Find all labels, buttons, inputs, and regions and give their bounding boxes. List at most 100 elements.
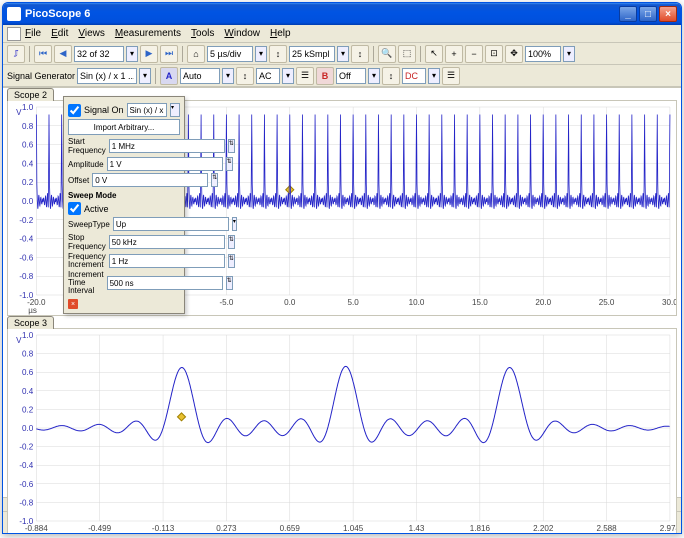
ch-a-spin[interactable]: ↕: [236, 67, 254, 85]
zoom-input[interactable]: [525, 46, 561, 62]
menu-views[interactable]: Views: [78, 28, 105, 39]
buffer-first-button[interactable]: ⏮: [34, 45, 52, 63]
svg-text:0.8: 0.8: [22, 122, 34, 131]
titlebar[interactable]: PicoScope 6 _ □ ×: [3, 3, 681, 25]
scope-mode-icon[interactable]: ⎎: [7, 45, 25, 63]
samples-dropdown[interactable]: ▾: [337, 46, 349, 62]
app-icon: [7, 7, 21, 21]
chart-scope-2[interactable]: 1.00.80.60.40.20.0-0.2-0.4-0.6-0.8-1.0-0…: [7, 328, 677, 534]
svg-text:-0.113: -0.113: [152, 524, 175, 533]
zoom-tool-icon[interactable]: ⬚: [398, 45, 416, 63]
ch-a-coupling[interactable]: [256, 68, 280, 84]
ch-a-coupling-dd[interactable]: ▾: [282, 68, 294, 84]
start-freq-spin[interactable]: ⇅: [228, 139, 235, 153]
timebase-dropdown[interactable]: ▾: [255, 46, 267, 62]
inc-time-input[interactable]: [107, 276, 223, 290]
menu-file[interactable]: File: [25, 28, 41, 39]
svg-text:0.0: 0.0: [22, 424, 34, 433]
panel-close-button[interactable]: ×: [68, 299, 78, 309]
siggen-input[interactable]: [77, 68, 137, 84]
zoom-dropdown[interactable]: ▾: [563, 46, 575, 62]
freq-inc-input[interactable]: [109, 254, 225, 268]
menu-window[interactable]: Window: [224, 28, 260, 39]
amplitude-spin[interactable]: ⇅: [226, 157, 233, 171]
samples-input[interactable]: [289, 46, 335, 62]
app-menu-icon[interactable]: [7, 27, 21, 41]
inc-time-spin[interactable]: ⇅: [226, 276, 233, 290]
sweep-type-input[interactable]: [113, 217, 229, 231]
channel-a-button[interactable]: A: [160, 67, 178, 85]
pointer-icon[interactable]: ↖: [425, 45, 443, 63]
menu-help[interactable]: Help: [270, 28, 291, 39]
buffer-next-button[interactable]: ▶: [140, 45, 158, 63]
home-icon[interactable]: ⌂: [187, 45, 205, 63]
svg-text:1.0: 1.0: [22, 331, 34, 340]
menu-tools[interactable]: Tools: [191, 28, 214, 39]
ch-b-range-input[interactable]: [336, 68, 366, 84]
stop-freq-spin[interactable]: ⇅: [228, 235, 235, 249]
scope-tab-1[interactable]: Scope 2: [7, 88, 54, 101]
stop-freq-input[interactable]: [109, 235, 225, 249]
minimize-button[interactable]: _: [619, 6, 637, 22]
ch-b-opts[interactable]: ☰: [442, 67, 460, 85]
zoom-box-icon[interactable]: 🔍: [378, 45, 396, 63]
ch-b-spin[interactable]: ↕: [382, 67, 400, 85]
close-button[interactable]: ×: [659, 6, 677, 22]
ch-a-opts[interactable]: ☰: [296, 67, 314, 85]
ch-b-range-dd[interactable]: ▾: [368, 68, 380, 84]
sweep-active-checkbox[interactable]: [68, 202, 81, 215]
channel-b-button[interactable]: B: [316, 67, 334, 85]
ch-b-coupling-dd[interactable]: ▾: [428, 68, 440, 84]
scope-tab-2[interactable]: Scope 3: [7, 316, 54, 329]
svg-text:-0.499: -0.499: [88, 524, 111, 533]
chart2-svg: 1.00.80.60.40.20.0-0.2-0.4-0.6-0.8-1.0-0…: [8, 329, 676, 534]
siggen-dropdown[interactable]: ▾: [139, 68, 151, 84]
svg-text:V: V: [16, 108, 22, 117]
offset-spin[interactable]: ⇅: [211, 173, 218, 187]
freq-inc-spin[interactable]: ⇅: [228, 254, 235, 268]
svg-text:0.0: 0.0: [284, 298, 296, 307]
menu-measurements[interactable]: Measurements: [115, 28, 181, 39]
svg-text:1.045: 1.045: [343, 524, 364, 533]
sweep-active-label: Active: [84, 204, 109, 214]
import-arbitrary-button[interactable]: Import Arbitrary...: [68, 119, 180, 135]
start-freq-input[interactable]: [109, 139, 225, 153]
timebase-spin[interactable]: ↕: [269, 45, 287, 63]
svg-text:0.2: 0.2: [22, 178, 34, 187]
inc-time-label: Increment Time Interval: [68, 271, 104, 295]
svg-text:-0.2: -0.2: [19, 216, 33, 225]
samples-spin[interactable]: ↕: [351, 45, 369, 63]
content-area: Scope 2 1.00.80.60.40.20.0-0.2-0.4-0.6-0…: [3, 87, 681, 511]
stop-freq-label: Stop Frequency: [68, 233, 106, 251]
ch-b-coupling[interactable]: [402, 68, 426, 84]
wave-type-input[interactable]: [127, 103, 167, 117]
svg-text:0.4: 0.4: [22, 159, 34, 168]
pan-icon[interactable]: ✥: [505, 45, 523, 63]
zoom-in-icon[interactable]: +: [445, 45, 463, 63]
wave-type-dd[interactable]: ▾: [170, 103, 180, 117]
offset-input[interactable]: [92, 173, 208, 187]
ch-a-range-dd[interactable]: ▾: [222, 68, 234, 84]
amplitude-input[interactable]: [107, 157, 223, 171]
window-title: PicoScope 6: [25, 8, 90, 20]
signal-on-checkbox[interactable]: [68, 104, 81, 117]
menu-edit[interactable]: Edit: [51, 28, 68, 39]
start-freq-label: Start Frequency: [68, 137, 106, 155]
chart-area: Scope 2 1.00.80.60.40.20.0-0.2-0.4-0.6-0…: [3, 87, 681, 497]
signal-generator-panel[interactable]: Signal On ▾ Import Arbitrary... Start Fr…: [63, 96, 185, 314]
buffer-position-input[interactable]: [74, 46, 124, 62]
zoom-out-icon[interactable]: −: [465, 45, 483, 63]
svg-text:10.0: 10.0: [409, 298, 425, 307]
buffer-dropdown[interactable]: ▾: [126, 46, 138, 62]
timebase-input[interactable]: [207, 46, 253, 62]
amplitude-label: Amplitude: [68, 160, 104, 169]
buffer-last-button[interactable]: ⏭: [160, 45, 178, 63]
zoom-fit-icon[interactable]: ⊡: [485, 45, 503, 63]
svg-text:1.816: 1.816: [470, 524, 491, 533]
freq-inc-label: Frequency Increment: [68, 253, 106, 269]
buffer-prev-button[interactable]: ◀: [54, 45, 72, 63]
maximize-button[interactable]: □: [639, 6, 657, 22]
ch-a-range-input[interactable]: [180, 68, 220, 84]
svg-text:0.6: 0.6: [22, 141, 34, 150]
sweep-type-dd[interactable]: ▾: [232, 217, 237, 231]
